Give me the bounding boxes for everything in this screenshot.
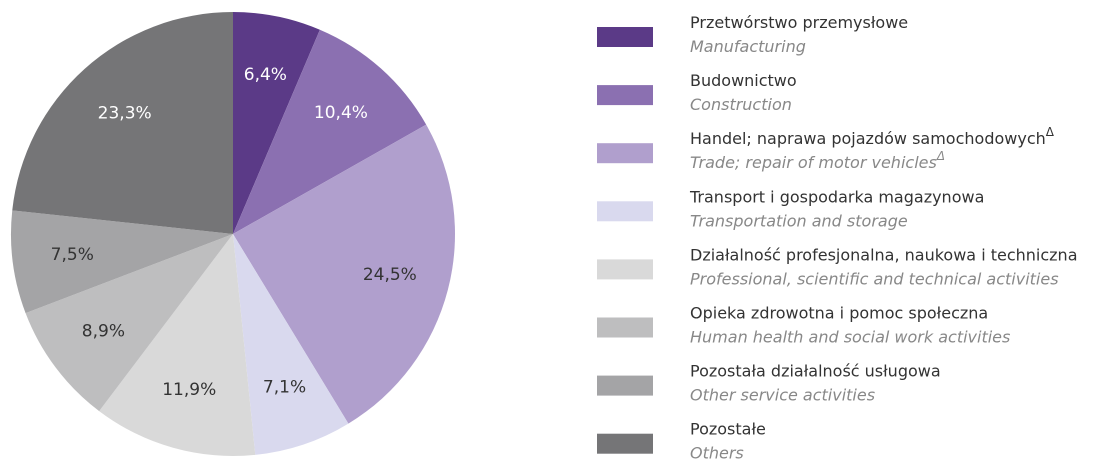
slice-label: 7,1%	[263, 378, 306, 398]
legend-label-text: Budownictwo	[690, 71, 797, 90]
legend-label-en: Others	[690, 443, 744, 462]
legend-superscript: Δ	[936, 149, 945, 163]
pie-slice	[233, 124, 455, 424]
slice-label: 10,4%	[314, 103, 368, 123]
legend-swatch	[597, 143, 653, 164]
legend-label-en: Construction	[690, 95, 792, 114]
pie-slice	[233, 29, 427, 235]
legend-label: Budownictwo	[690, 71, 797, 90]
pie-slice	[233, 234, 349, 455]
legend-label-text: Przetwórstwo przemysłowe	[690, 13, 908, 32]
slice-label: 8,9%	[82, 321, 125, 341]
legend-label-text: Pozostałe	[690, 419, 766, 438]
legend-label-text: Pozostała działalność usługowa	[690, 361, 941, 380]
legend-label-en-text: Professional, scientific and technical a…	[690, 269, 1059, 288]
slice-label: 24,5%	[363, 265, 417, 285]
legend-swatch	[597, 433, 653, 454]
legend-label-en: Transportation and storage	[690, 211, 908, 230]
legend-label-en: Professional, scientific and technical a…	[690, 269, 1059, 288]
legend-label-en-text: Transportation and storage	[690, 211, 908, 230]
legend-swatch	[597, 27, 653, 47]
slice-label: 6,4%	[244, 65, 287, 85]
legend-label-text: Opieka zdrowotna i pomoc społeczna	[690, 303, 988, 322]
pie-slice	[12, 12, 233, 234]
legend-label-en: Human health and social work activities	[690, 327, 1010, 346]
legend-swatch	[597, 201, 653, 222]
legend-swatch	[597, 259, 653, 280]
legend-label-en-text: Others	[690, 443, 744, 462]
legend-label: Opieka zdrowotna i pomoc społeczna	[690, 303, 988, 322]
slice-label: 23,3%	[98, 103, 152, 123]
legend-label: Działalność profesjonalna, naukowa i tec…	[690, 245, 1078, 264]
legend-label-text: Handel; naprawa pojazdów samochodowych	[690, 129, 1046, 148]
legend-swatch	[597, 317, 653, 338]
legend-label: Transport i gospodarka magazynowa	[689, 187, 984, 206]
legend-label-en-text: Construction	[690, 95, 792, 114]
legend-label-en-text: Trade; repair of motor vehicles	[690, 153, 937, 172]
legend-label: Handel; naprawa pojazdów samochodowychΔ	[690, 125, 1055, 148]
legend-label-en-text: Other service activities	[690, 385, 875, 404]
legend-label: Pozostałe	[690, 419, 766, 438]
pie-slice	[11, 210, 233, 314]
slice-label: 11,9%	[162, 380, 216, 400]
legend-label-en-text: Human health and social work activities	[690, 327, 1010, 346]
legend-label-en: Manufacturing	[690, 37, 806, 56]
legend-label-en-text: Manufacturing	[690, 37, 806, 56]
pie-slice	[99, 234, 256, 456]
legend-superscript: Δ	[1046, 125, 1055, 139]
legend-label-en: Trade; repair of motor vehiclesΔ	[690, 149, 945, 172]
pie-slice	[233, 12, 320, 234]
legend-swatch	[597, 85, 653, 106]
slice-label: 7,5%	[51, 245, 94, 265]
legend-swatch	[597, 375, 653, 396]
pie-slice	[25, 234, 233, 412]
legend-label-text: Działalność profesjonalna, naukowa i tec…	[690, 245, 1078, 264]
legend-label-text: Transport i gospodarka magazynowa	[689, 187, 984, 206]
legend-label: Przetwórstwo przemysłowe	[690, 13, 908, 32]
legend-label-en: Other service activities	[690, 385, 875, 404]
legend-label: Pozostała działalność usługowa	[690, 361, 941, 380]
